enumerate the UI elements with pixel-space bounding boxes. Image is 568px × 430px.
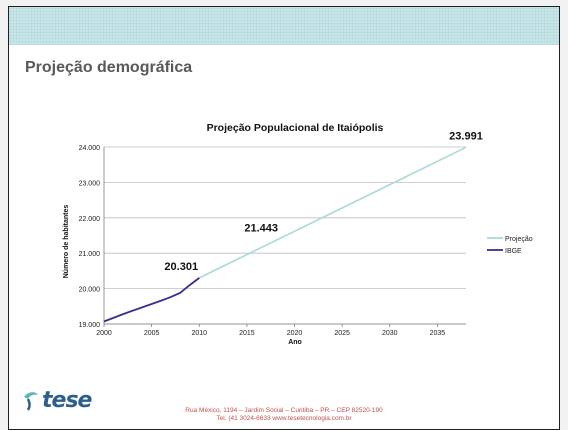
x-tick-label: 2030: [382, 330, 398, 337]
y-tick-label: 21.000: [79, 251, 101, 258]
logo-text: tese: [42, 388, 92, 413]
slide-title: Projeção demográfica: [25, 59, 193, 76]
slide: Projeção demográfica: [8, 6, 560, 430]
x-tick-label: 2000: [96, 330, 112, 337]
y-tick-label: 24.000: [79, 145, 101, 152]
series-line-0: [198, 146, 467, 279]
leaf-icon: [24, 391, 38, 411]
header-band: [9, 7, 559, 45]
series-line-1: [103, 277, 200, 323]
y-tick-label: 20.000: [79, 287, 101, 294]
footer-address: Rua México, 1194 – Jardim Social – Curit…: [0, 407, 568, 423]
x-tick-label: 2035: [430, 330, 446, 337]
y-tick-label: 19.000: [79, 322, 101, 329]
y-tick-label: 22.000: [79, 216, 101, 223]
legend-label-0: Projeção: [505, 236, 533, 243]
data-label: 20.301: [164, 261, 198, 273]
footer-line-1: Rua México, 1194 – Jardim Social – Curit…: [185, 407, 383, 414]
x-axis-label: Ano: [288, 339, 302, 346]
x-tick-label: 2025: [334, 330, 350, 337]
y-axis-label: Número de habitantes: [63, 205, 70, 279]
footer-line-2: Tel. (41 3024-6633 www.tesetecnologia.co…: [216, 415, 352, 422]
x-tick-label: 2015: [239, 330, 255, 337]
x-tick-label: 2010: [191, 330, 207, 337]
legend-label-1: IBGE: [505, 248, 522, 255]
data-label: 23.991: [449, 130, 483, 142]
x-tick-label: 2020: [287, 330, 303, 337]
chart-title: Projeção Populacional de Itaiópolis: [207, 122, 384, 134]
x-tick-label: 2005: [144, 330, 160, 337]
data-label: 21.443: [244, 223, 278, 235]
y-tick-label: 23.000: [79, 180, 101, 187]
tese-logo: tese: [22, 388, 92, 413]
